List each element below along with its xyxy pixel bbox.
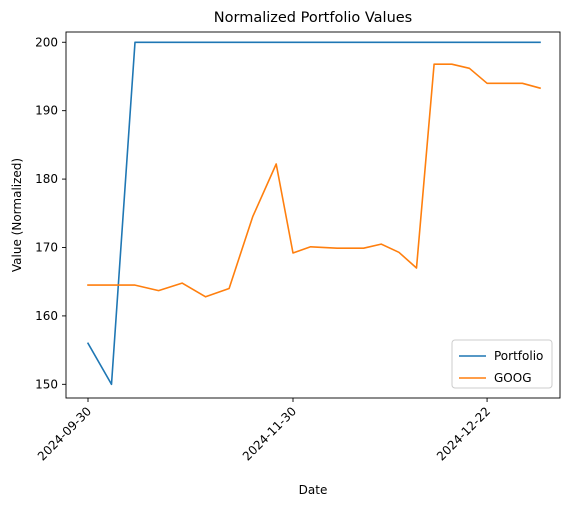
y-tick-label: 170 xyxy=(35,240,58,254)
plot-area xyxy=(86,41,541,386)
x-tick-label: 2024-09-30 xyxy=(35,404,94,463)
series-line-portfolio xyxy=(86,41,541,386)
x-tick-label: 2024-12-22 xyxy=(434,404,493,463)
y-tick-label: 200 xyxy=(35,35,58,49)
y-tick-label: 190 xyxy=(35,104,58,118)
legend: Portfolio GOOG xyxy=(451,339,553,389)
y-tick-label: 160 xyxy=(35,309,58,323)
y-tick-label: 150 xyxy=(35,377,58,391)
series-line-goog xyxy=(87,63,541,298)
y-tick-label: 180 xyxy=(35,172,58,186)
legend-frame xyxy=(451,339,553,389)
x-tick-label: 2024-11-30 xyxy=(240,404,299,463)
axes: 150 160 170 180 190 200 2024-09-30 2024-11-30 20… xyxy=(35,31,561,463)
legend-label-goog: GOOG xyxy=(494,371,532,385)
x-axis-label: Date xyxy=(299,483,328,497)
axes-frame xyxy=(65,31,561,399)
chart-title: Normalized Portfolio Values xyxy=(214,10,412,26)
y-axis-label: Value (Normalized) xyxy=(10,158,24,272)
legend-label-portfolio: Portfolio xyxy=(494,349,543,363)
